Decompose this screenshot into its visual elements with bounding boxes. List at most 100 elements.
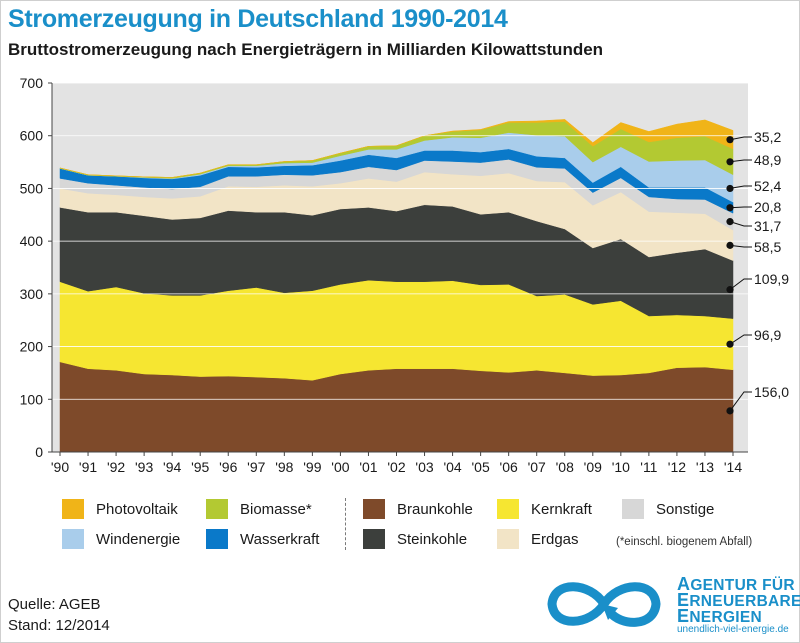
- x-tick-label: '90: [51, 459, 69, 475]
- x-tick-label: '92: [107, 459, 125, 475]
- x-tick-label: '11: [640, 459, 657, 475]
- source-quelle: Quelle: AGEB: [8, 596, 101, 613]
- end-label: 96,9: [754, 327, 781, 343]
- x-tick-label: '99: [303, 459, 321, 475]
- y-tick-label: 100: [20, 391, 44, 407]
- source-stand: Stand: 12/2014: [8, 617, 110, 634]
- legend-item-wasserkraft: Wasserkraft: [206, 528, 319, 550]
- logo-cap-1: A: [677, 574, 691, 594]
- end-label-leader: [729, 221, 752, 227]
- legend-label-braunkohle: Braunkohle: [397, 500, 473, 518]
- legend-separator: [345, 498, 346, 550]
- x-tick-label: '06: [500, 459, 518, 475]
- end-label: 20,8: [754, 199, 781, 215]
- legend-item-braunkohle: Braunkohle: [363, 498, 473, 520]
- logo-rest-3: NERGIEN: [689, 609, 763, 626]
- legend-swatch-sonstige: [622, 499, 644, 519]
- legend-item-photovoltaik: Photovoltaik: [62, 498, 178, 520]
- y-tick-label: 700: [20, 75, 44, 91]
- legend-swatch-kernkraft: [497, 499, 519, 519]
- x-tick-label: '09: [584, 459, 602, 475]
- end-label: 48,9: [754, 152, 781, 168]
- x-tick-label: '93: [135, 459, 153, 475]
- legend-item-steinkohle: Steinkohle: [363, 528, 467, 550]
- x-tick-label: '07: [528, 459, 546, 475]
- end-label: 35,2: [754, 129, 781, 145]
- chart-title: Stromerzeugung in Deutschland 1990-2014: [8, 5, 508, 33]
- x-tick-label: '94: [163, 459, 181, 475]
- logo-rest-2: RNEUERBARE: [689, 593, 800, 610]
- legend-swatch-erdgas: [497, 529, 519, 549]
- y-tick-label: 200: [20, 339, 44, 355]
- y-tick-label: 500: [20, 180, 44, 196]
- x-tick-label: '05: [472, 459, 490, 475]
- x-tick-label: '10: [612, 459, 630, 475]
- legend-item-biomasse: Biomasse*: [206, 498, 312, 520]
- logo-text-line-2: ERNEUERBARE: [677, 590, 800, 611]
- legend-item-kernkraft: Kernkraft: [497, 498, 592, 520]
- legend-label-biomasse: Biomasse*: [240, 500, 312, 518]
- logo-cap-2: E: [677, 590, 690, 610]
- legend-label-sonstige: Sonstige: [656, 500, 715, 518]
- x-tick-label: '12: [668, 459, 686, 475]
- y-tick-label: 600: [20, 128, 44, 144]
- x-tick-label: '03: [415, 459, 433, 475]
- legend-label-erdgas: Erdgas: [531, 530, 579, 548]
- end-label-dot: [726, 158, 734, 166]
- chart-subtitle: Bruttostromerzeugung nach Energieträgern…: [8, 40, 604, 59]
- legend-footnote: (*einschl. biogenem Abfall): [616, 536, 753, 548]
- end-label-dot: [726, 184, 734, 193]
- x-tick-label: '95: [191, 459, 209, 475]
- x-tick-label: '97: [247, 459, 265, 475]
- x-tick-label: '00: [331, 459, 349, 475]
- legend-swatch-windenergie: [62, 529, 84, 549]
- x-tick-label: '02: [387, 459, 405, 475]
- legend-label-wasserkraft: Wasserkraft: [240, 530, 320, 548]
- end-label-leader: [729, 391, 752, 412]
- end-label-leader: [729, 159, 752, 163]
- end-label: 52,4: [754, 178, 781, 194]
- end-label-leader: [729, 278, 752, 290]
- y-tick-label: 400: [20, 233, 44, 249]
- x-tick-label: '01: [359, 459, 377, 475]
- end-label-leader: [729, 206, 752, 209]
- legend-swatch-steinkohle: [363, 529, 385, 549]
- logo-rest-1: GENTUR FÜR: [690, 577, 795, 594]
- x-tick-label: '91: [79, 459, 97, 475]
- x-tick-label: '14: [724, 459, 742, 475]
- y-tick-label: 300: [20, 286, 44, 302]
- logo-url: unendlich-viel-energie.de: [677, 624, 789, 635]
- x-tick-label: '98: [275, 459, 293, 475]
- logo-text-line-3: ENERGIEN: [677, 606, 762, 627]
- legend-swatch-braunkohle: [363, 499, 385, 519]
- end-label-leader: [729, 136, 752, 141]
- end-label: 156,0: [754, 384, 789, 400]
- area-braunkohle: [59, 361, 734, 453]
- x-tick-label: '13: [696, 459, 714, 475]
- legend-item-sonstige: Sonstige: [622, 498, 714, 520]
- infinity-logo-icon: [547, 582, 661, 627]
- end-label-leader: [729, 185, 752, 189]
- end-label-dot: [726, 241, 734, 249]
- end-label: 58,5: [754, 239, 781, 255]
- x-tick-label: '08: [556, 459, 574, 475]
- legend-swatch-biomasse: [206, 499, 228, 519]
- logo-text-line-1: AGENTUR FÜR: [677, 574, 795, 595]
- stacked-area-chart: 0 100 200 300 400 500 600 700 '90 '91 '92 '93 '94 '95…: [20, 75, 790, 475]
- legend-label-steinkohle: Steinkohle: [397, 530, 468, 548]
- legend-swatch-photovoltaik: [62, 499, 84, 519]
- end-label-leader: [729, 244, 752, 248]
- legend-item-windenergie: Windenergie: [62, 528, 180, 550]
- legend-item-erdgas: Erdgas: [497, 528, 579, 550]
- x-tick-label: '04: [443, 459, 461, 475]
- logo-cap-3: E: [677, 606, 690, 626]
- x-tick-label: '96: [219, 459, 237, 475]
- end-label: 109,9: [754, 271, 789, 287]
- end-label-leader: [729, 334, 752, 345]
- legend-label-kernkraft: Kernkraft: [531, 500, 592, 518]
- legend-label-windenergie: Windenergie: [96, 530, 181, 548]
- end-label: 31,7: [754, 218, 781, 234]
- legend-swatch-wasserkraft: [206, 529, 228, 549]
- legend-label-photovoltaik: Photovoltaik: [96, 500, 178, 518]
- y-tick-label: 0: [35, 444, 43, 460]
